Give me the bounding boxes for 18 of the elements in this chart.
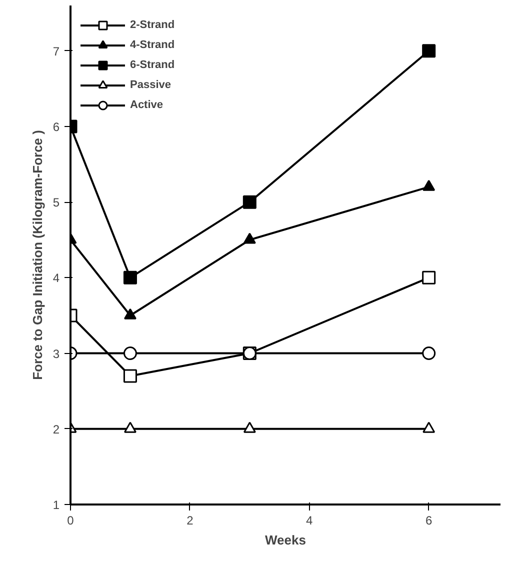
legend-label: 4-Strand	[130, 39, 175, 51]
x-tick-label: 4	[306, 514, 314, 528]
y-tick-label: 2	[52, 422, 60, 436]
x-tick-label: 6	[425, 514, 432, 528]
y-axis-title: Force to Gap Initiation (Kilogram-Force )	[30, 130, 45, 380]
legend-label: Active	[130, 99, 164, 111]
y-tick-label: 6	[52, 120, 60, 134]
y-tick-label: 7	[52, 44, 60, 58]
x-tick-label: 2	[186, 514, 194, 528]
y-tick-label: 5	[52, 196, 60, 210]
x-axis-title: Weeks	[265, 532, 306, 548]
y-tick-label: 4	[52, 271, 60, 286]
y-tick-label: 1	[52, 498, 60, 512]
x-tick-label: 0	[67, 514, 74, 528]
legend-label: 2-Strand	[130, 19, 175, 31]
y-tick-label: 3	[52, 346, 60, 361]
legend-label: 6-Strand	[130, 59, 175, 71]
legend-label: Passive	[130, 79, 171, 91]
